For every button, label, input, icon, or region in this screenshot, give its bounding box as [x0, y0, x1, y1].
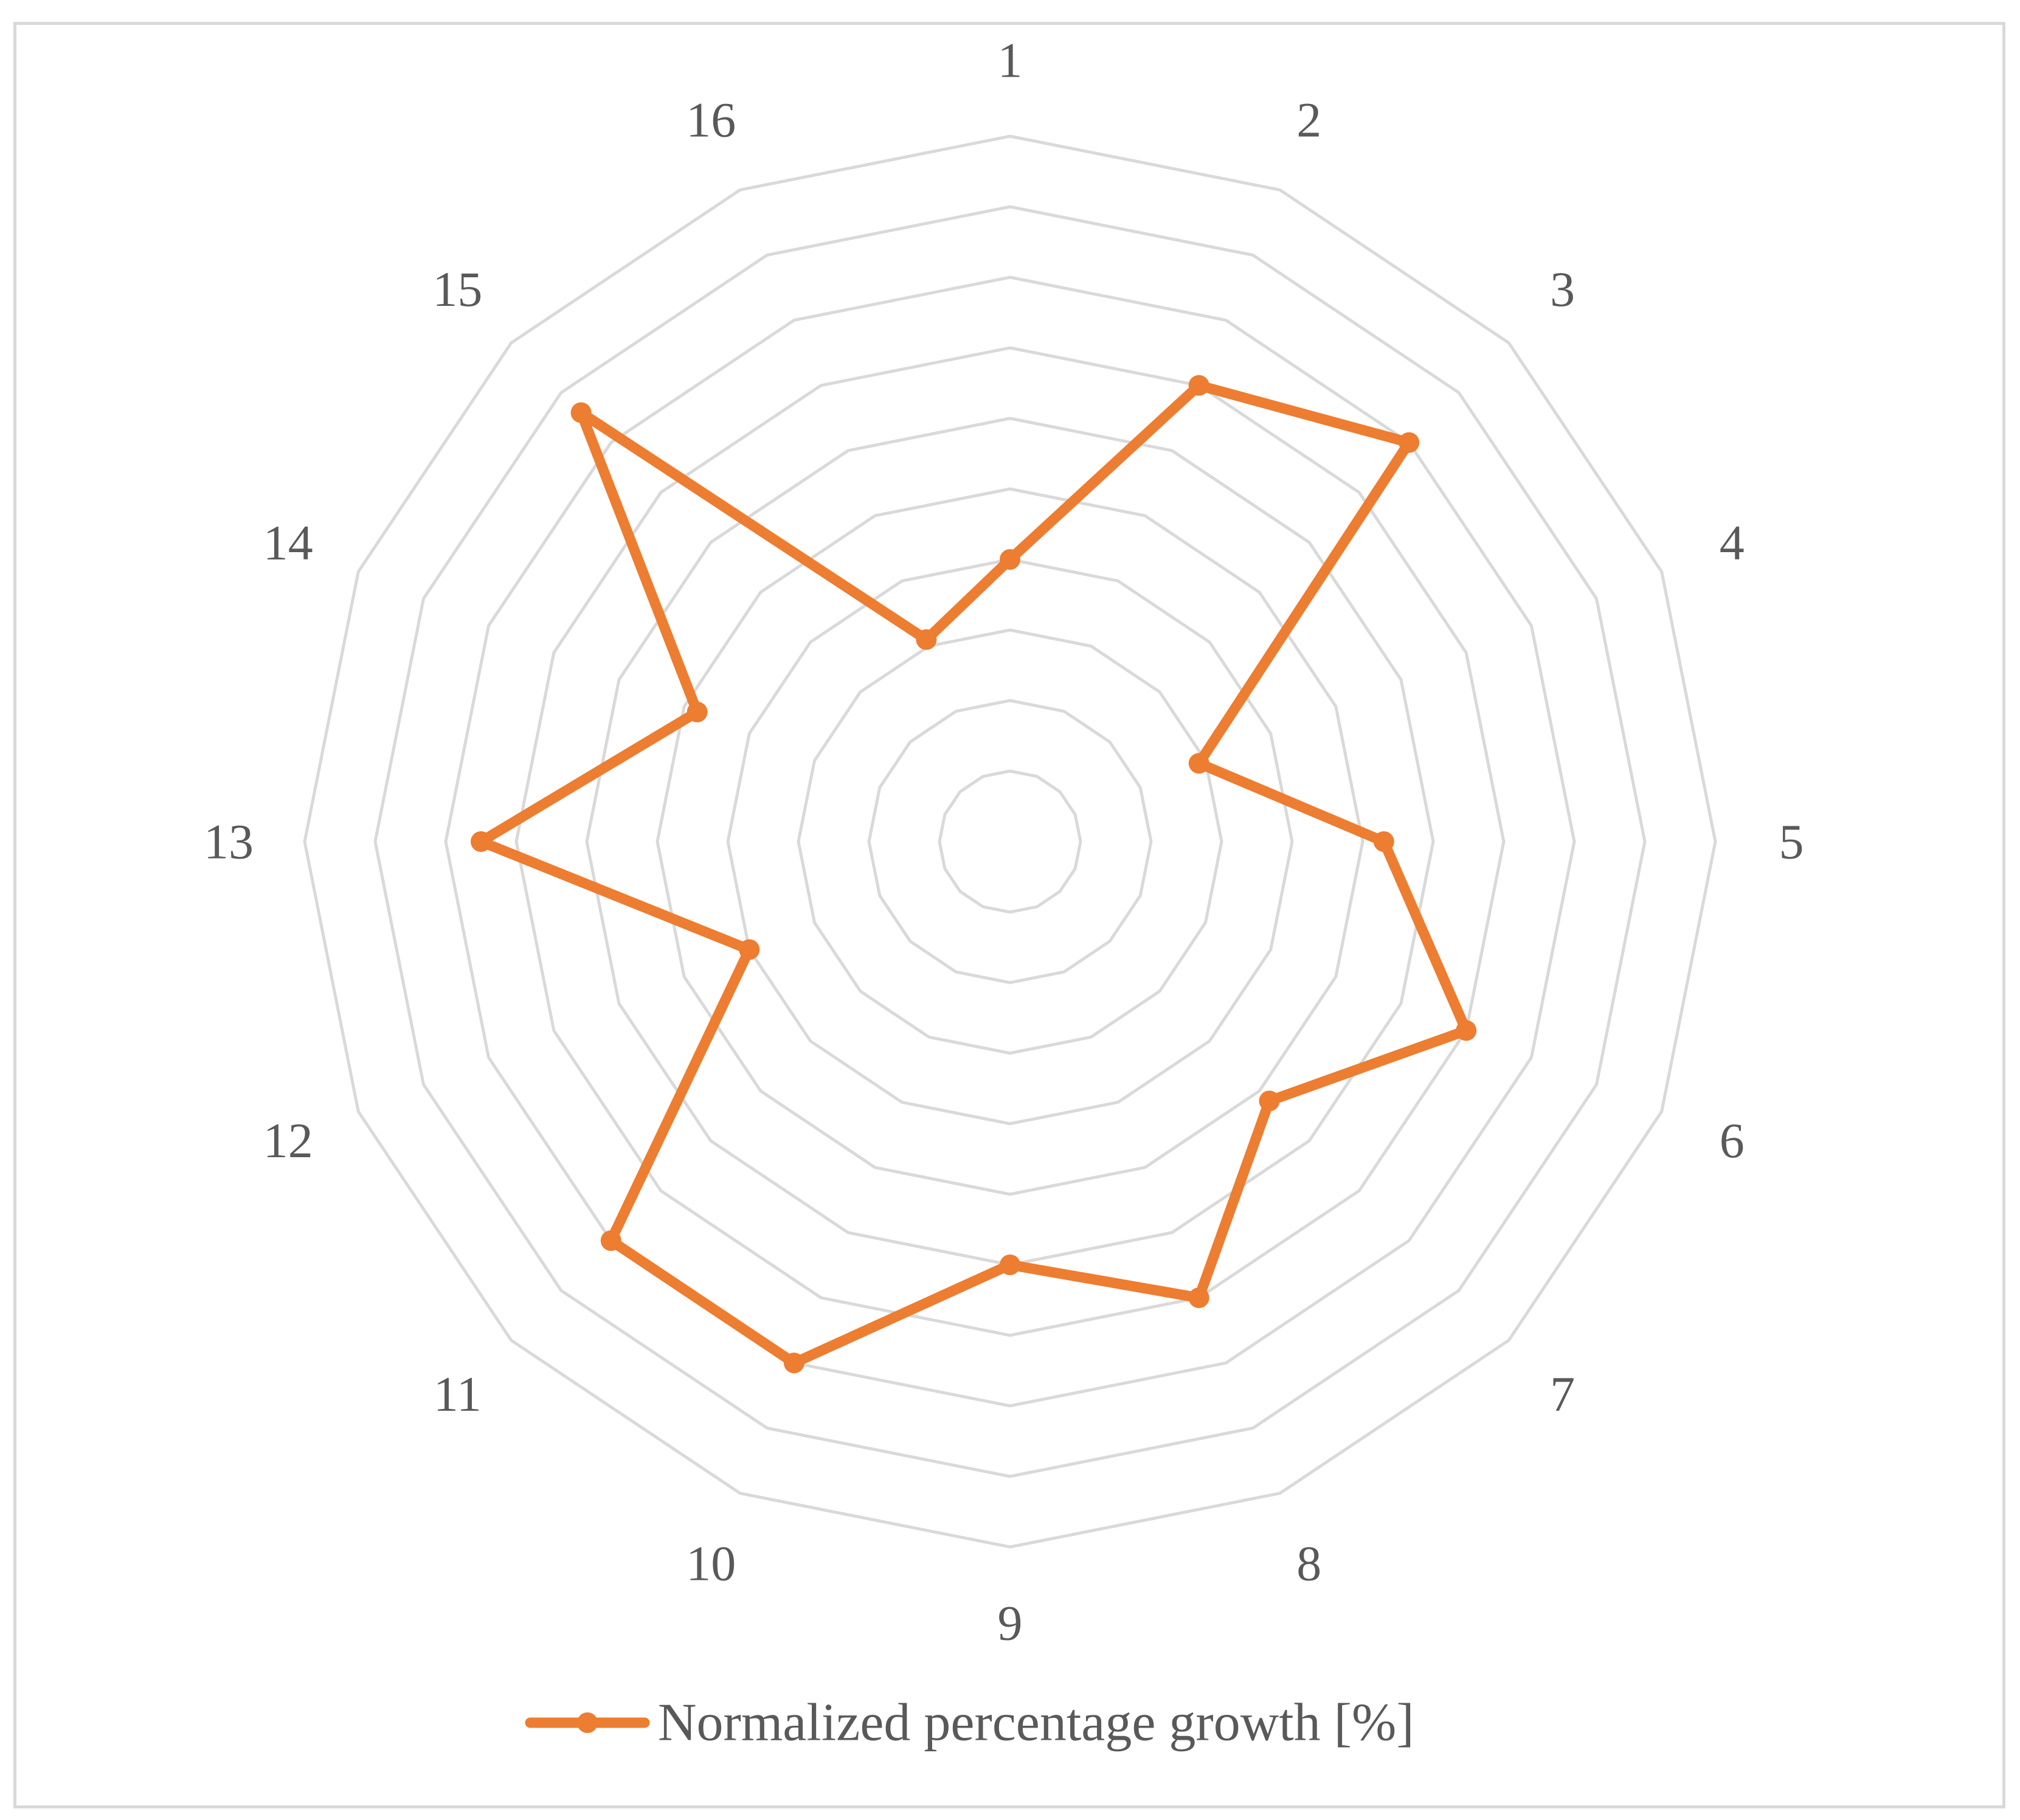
grid-ring-2 — [867, 699, 1153, 984]
data-point-14 — [687, 701, 708, 722]
category-label-13: 13 — [204, 814, 254, 870]
category-label-12: 12 — [263, 1113, 313, 1168]
grid-ring-1 — [938, 769, 1082, 914]
grid-ring-5 — [655, 487, 1365, 1196]
category-label-2: 2 — [1296, 92, 1321, 147]
series-layer — [471, 375, 1477, 1374]
grid-ring-3 — [797, 628, 1223, 1055]
category-label-4: 4 — [1720, 515, 1745, 570]
legend-marker — [577, 1712, 598, 1733]
category-label-11: 11 — [434, 1366, 482, 1422]
grid-ring-7 — [514, 346, 1506, 1337]
data-point-15 — [570, 402, 592, 423]
grid-ring-8 — [444, 275, 1576, 1408]
category-label-8: 8 — [1296, 1536, 1321, 1591]
grid-ring-10 — [303, 134, 1717, 1549]
data-point-7 — [1259, 1090, 1280, 1112]
legend-label: Normalized percentage growth [%] — [658, 1694, 1414, 1753]
category-label-15: 15 — [432, 261, 482, 317]
data-point-5 — [1373, 831, 1394, 852]
data-point-3 — [1399, 432, 1420, 453]
category-label-5: 5 — [1779, 814, 1804, 870]
category-label-10: 10 — [686, 1536, 736, 1591]
data-point-8 — [1188, 1287, 1209, 1309]
category-label-6: 6 — [1720, 1113, 1745, 1168]
category-label-9: 9 — [998, 1596, 1023, 1651]
grid-ring-4 — [726, 558, 1294, 1126]
data-point-16 — [916, 629, 937, 650]
data-point-12 — [739, 939, 760, 960]
data-point-13 — [471, 831, 491, 852]
radar-grid — [303, 134, 1717, 1549]
data-point-10 — [783, 1352, 804, 1374]
data-point-1 — [1000, 549, 1020, 570]
category-label-16: 16 — [686, 92, 736, 147]
data-point-6 — [1456, 1020, 1477, 1041]
data-point-2 — [1188, 375, 1209, 396]
grid-ring-9 — [373, 205, 1647, 1478]
legend: Normalized percentage growth [%] — [525, 1694, 1414, 1753]
category-label-14: 14 — [263, 515, 313, 570]
data-point-11 — [600, 1230, 621, 1251]
category-label-7: 7 — [1550, 1366, 1575, 1422]
data-point-9 — [1000, 1254, 1020, 1275]
category-label-1: 1 — [998, 33, 1023, 88]
chart-area — [13, 22, 2005, 1808]
category-label-3: 3 — [1550, 261, 1575, 317]
data-point-4 — [1188, 753, 1209, 774]
grid-ring-6 — [585, 417, 1435, 1267]
